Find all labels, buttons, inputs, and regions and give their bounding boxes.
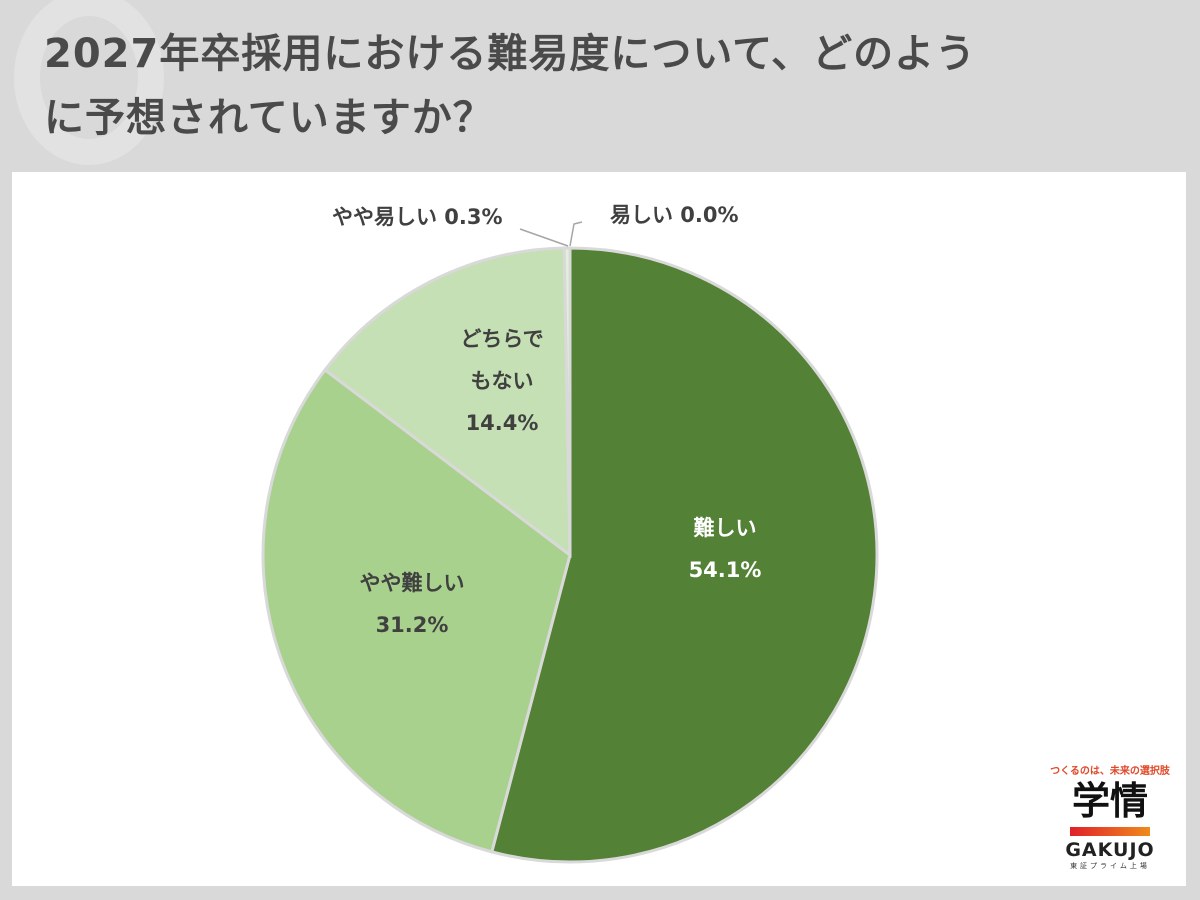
label-somewhat-hard-pct: 31.2% <box>375 613 449 637</box>
label-somewhat-easy: やや易しい 0.3% <box>332 205 503 229</box>
logo-tagline: つくるのは、未来の選択肢 <box>1050 766 1170 777</box>
leader-line <box>519 228 569 247</box>
label-neutral: どちらで もない 14.4% <box>432 318 572 444</box>
pie-slice <box>562 246 572 556</box>
title-line-2: に予想されていますか？ <box>44 95 494 141</box>
gakujo-logo: つくるのは、未来の選択肢 学情 GAKUJO 東証プライム上場 <box>1040 762 1180 871</box>
pie-slice <box>489 246 879 864</box>
label-hard-name: 難しい <box>693 516 757 540</box>
label-somewhat-hard: やや難しい 31.2% <box>337 562 487 646</box>
label-hard-pct: 54.1% <box>688 558 762 582</box>
pie-slice <box>322 246 572 559</box>
chart-title: 2027年卒採用における難易度について、どのよう に予想されていますか？ <box>44 22 1164 150</box>
label-neutral-name2: もない <box>470 369 534 393</box>
pie-slice <box>261 367 572 854</box>
label-hard: 難しい 54.1% <box>665 507 785 591</box>
logo-bar <box>1070 827 1150 836</box>
label-neutral-name1: どちらで <box>460 327 544 351</box>
chart-card: やや易しい 0.3% 易しい 0.0% どちらで もない 14.4% やや難しい… <box>12 172 1186 886</box>
logo-sub: 東証プライム上場 <box>1070 862 1150 870</box>
label-neutral-pct: 14.4% <box>465 411 539 435</box>
leader-line <box>569 221 583 247</box>
pie-chart <box>261 221 879 864</box>
logo-kanji: 学情 <box>1071 779 1148 823</box>
title-line-1: 2027年卒採用における難易度について、どのよう <box>44 31 977 77</box>
logo-name: GAKUJO <box>1065 839 1155 861</box>
label-easy: 易しい 0.0% <box>610 203 739 227</box>
label-somewhat-hard-name: やや難しい <box>359 571 465 595</box>
